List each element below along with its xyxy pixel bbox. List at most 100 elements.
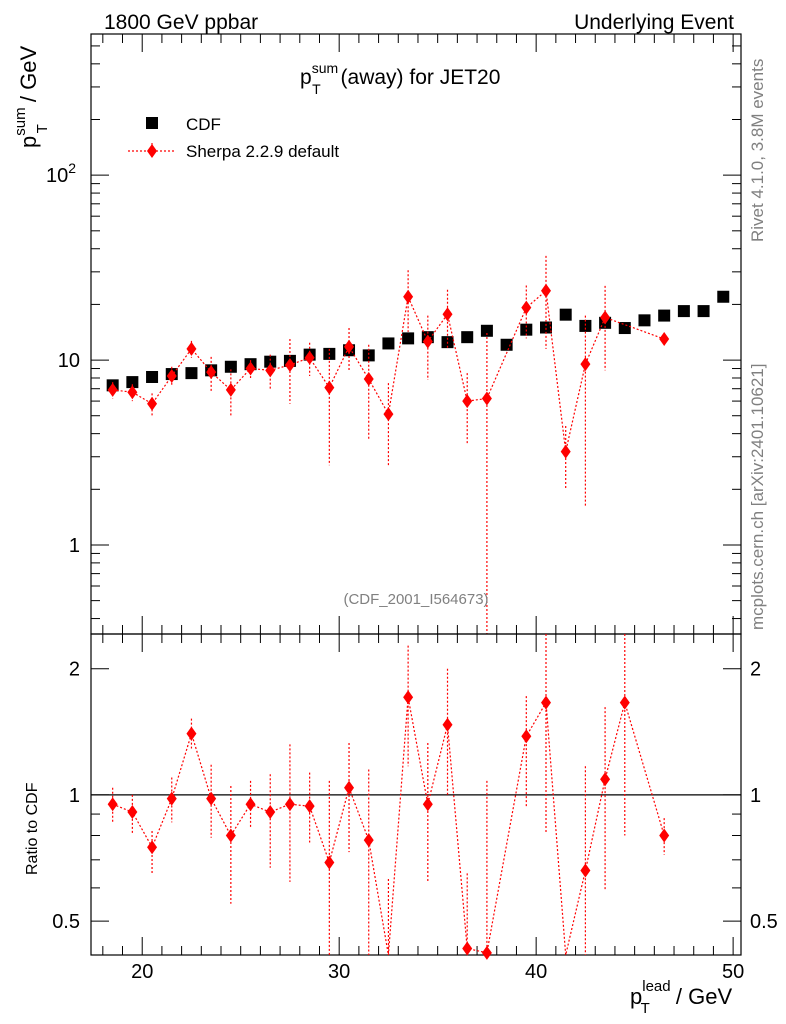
legend-marker-cdf	[146, 117, 158, 129]
main-sherpa-point	[166, 369, 177, 384]
main-sherpa-point	[127, 385, 138, 400]
x-tick-labels: 20 30 40 50	[131, 961, 744, 983]
ratio-sherpa-point	[521, 729, 532, 744]
cdf-data-point	[402, 332, 415, 345]
main-sherpa-point	[265, 363, 276, 378]
plot-title-sup: sum	[312, 60, 338, 76]
main-sherpa-point	[600, 310, 611, 325]
x-tick-label: 30	[328, 961, 350, 983]
cdf-data-point	[658, 309, 671, 322]
y-tick-label-ratio-left: 1	[69, 785, 80, 807]
main-sherpa-point	[304, 350, 315, 365]
main-sherpa-line	[112, 289, 665, 452]
header-left-label: 1800 GeV ppbar	[104, 11, 258, 34]
main-sherpa-point	[481, 391, 492, 406]
ratio-sherpa-point	[422, 797, 433, 812]
main-sherpa-point	[462, 394, 473, 409]
y-tick-label-top: 102	[46, 160, 76, 187]
ratio-sherpa-point	[600, 772, 611, 787]
ratio-sherpa-point	[363, 833, 374, 848]
ratio-sherpa-point	[659, 828, 670, 843]
cdf-data-point	[382, 337, 395, 350]
cdf-data-point	[717, 290, 730, 303]
cdf-data-point	[579, 319, 592, 332]
main-sherpa-point	[580, 357, 591, 372]
ratio-sherpa-point	[245, 797, 256, 812]
cdf-data-point	[461, 331, 474, 344]
ratio-sherpa-point	[107, 797, 118, 812]
x-tick-label: 50	[722, 961, 744, 983]
main-sherpa-point	[560, 444, 571, 459]
cdf-data-point	[185, 367, 198, 380]
cdf-data-point	[559, 308, 572, 321]
main-sherpa-point	[324, 380, 335, 395]
analysis-label: (CDF_2001_I564673)	[343, 591, 488, 608]
main-sherpa-point	[383, 407, 394, 422]
main-sherpa-point	[107, 382, 118, 397]
ratio-sherpa-point	[580, 863, 591, 878]
y-tick-label-exp: 2	[68, 160, 76, 176]
cdf-data-point	[224, 360, 237, 373]
legend-label-cdf: CDF	[186, 115, 221, 134]
y-tick-label-base: 10	[46, 165, 68, 187]
ratio-sherpa-point	[206, 791, 217, 806]
cdf-data-point	[146, 370, 159, 383]
main-sherpa-point	[442, 307, 453, 322]
x-tick-label: 20	[131, 961, 153, 983]
ratio-plot-ticks	[91, 634, 741, 955]
main-sherpa-point	[403, 289, 414, 304]
plot-title-rest: (away) for JET20	[335, 66, 501, 89]
x-axis-label: plead T / GeV	[630, 978, 732, 1017]
ratio-sherpa-point	[186, 726, 197, 741]
cdf-data-point	[264, 355, 277, 368]
cdf-data-point	[677, 305, 690, 318]
main-sherpa-point	[659, 331, 670, 346]
y-tick-label-base: 10	[58, 350, 80, 372]
y-tick-label-base: 1	[69, 535, 80, 557]
main-plot-series	[106, 255, 730, 634]
y-tick-label-ratio-right: 2	[750, 659, 761, 681]
x-axis-label-p: p	[630, 984, 642, 1009]
y-tick-label-ratio-left: 0.5	[52, 911, 80, 933]
cdf-data-point	[362, 349, 375, 362]
ratio-plot-series	[107, 634, 670, 960]
main-sherpa-point	[363, 371, 374, 386]
cdf-data-point	[638, 314, 651, 327]
ratio-sherpa-point	[541, 695, 551, 710]
ratio-sherpa-point	[344, 780, 355, 795]
cdf-data-point	[540, 321, 552, 334]
main-y-axis-label-sub: T	[34, 124, 51, 133]
cdf-data-point	[697, 305, 710, 318]
main-sherpa-point	[225, 382, 236, 397]
ratio-sherpa-point	[265, 805, 276, 820]
cdf-data-point	[480, 324, 493, 337]
ratio-sherpa-point	[462, 941, 473, 956]
ratio-sherpa-point	[442, 717, 453, 732]
header-right-label: Underlying Event	[574, 11, 734, 34]
main-sherpa-point	[147, 396, 158, 411]
x-axis-label-sup: lead	[642, 978, 670, 995]
rivet-version-label: Rivet 4.1.0, 3.8M events	[748, 59, 767, 242]
main-plot-ticks	[91, 34, 741, 634]
main-sherpa-point	[521, 300, 532, 315]
main-sherpa-point	[422, 334, 433, 349]
main-sherpa-point	[245, 361, 256, 376]
ratio-sherpa-point	[284, 797, 295, 812]
ratio-sherpa-point	[324, 855, 335, 870]
ratio-sherpa-point	[481, 945, 492, 960]
ratio-sherpa-point	[166, 791, 177, 806]
main-y-axis-label-rest: / GeV	[16, 46, 41, 109]
ratio-sherpa-point	[403, 690, 414, 705]
ratio-sherpa-point	[619, 695, 630, 710]
ratio-sherpa-point	[127, 805, 138, 820]
main-y-axis-label-p: p	[16, 136, 41, 148]
y-tick-label-ratio-right: 1	[750, 785, 761, 807]
ratio-sherpa-point	[304, 799, 315, 814]
main-y-axis-label-sup: sum	[12, 107, 29, 135]
main-sherpa-point	[206, 365, 217, 380]
ratio-plot-panel: 0.5 0.5 1 1 2 2 20 30 40 50 Ratio to CDF plead T …	[24, 633, 778, 1017]
plot-title-p: p	[300, 66, 312, 89]
legend-marker-sherpa	[147, 144, 157, 158]
